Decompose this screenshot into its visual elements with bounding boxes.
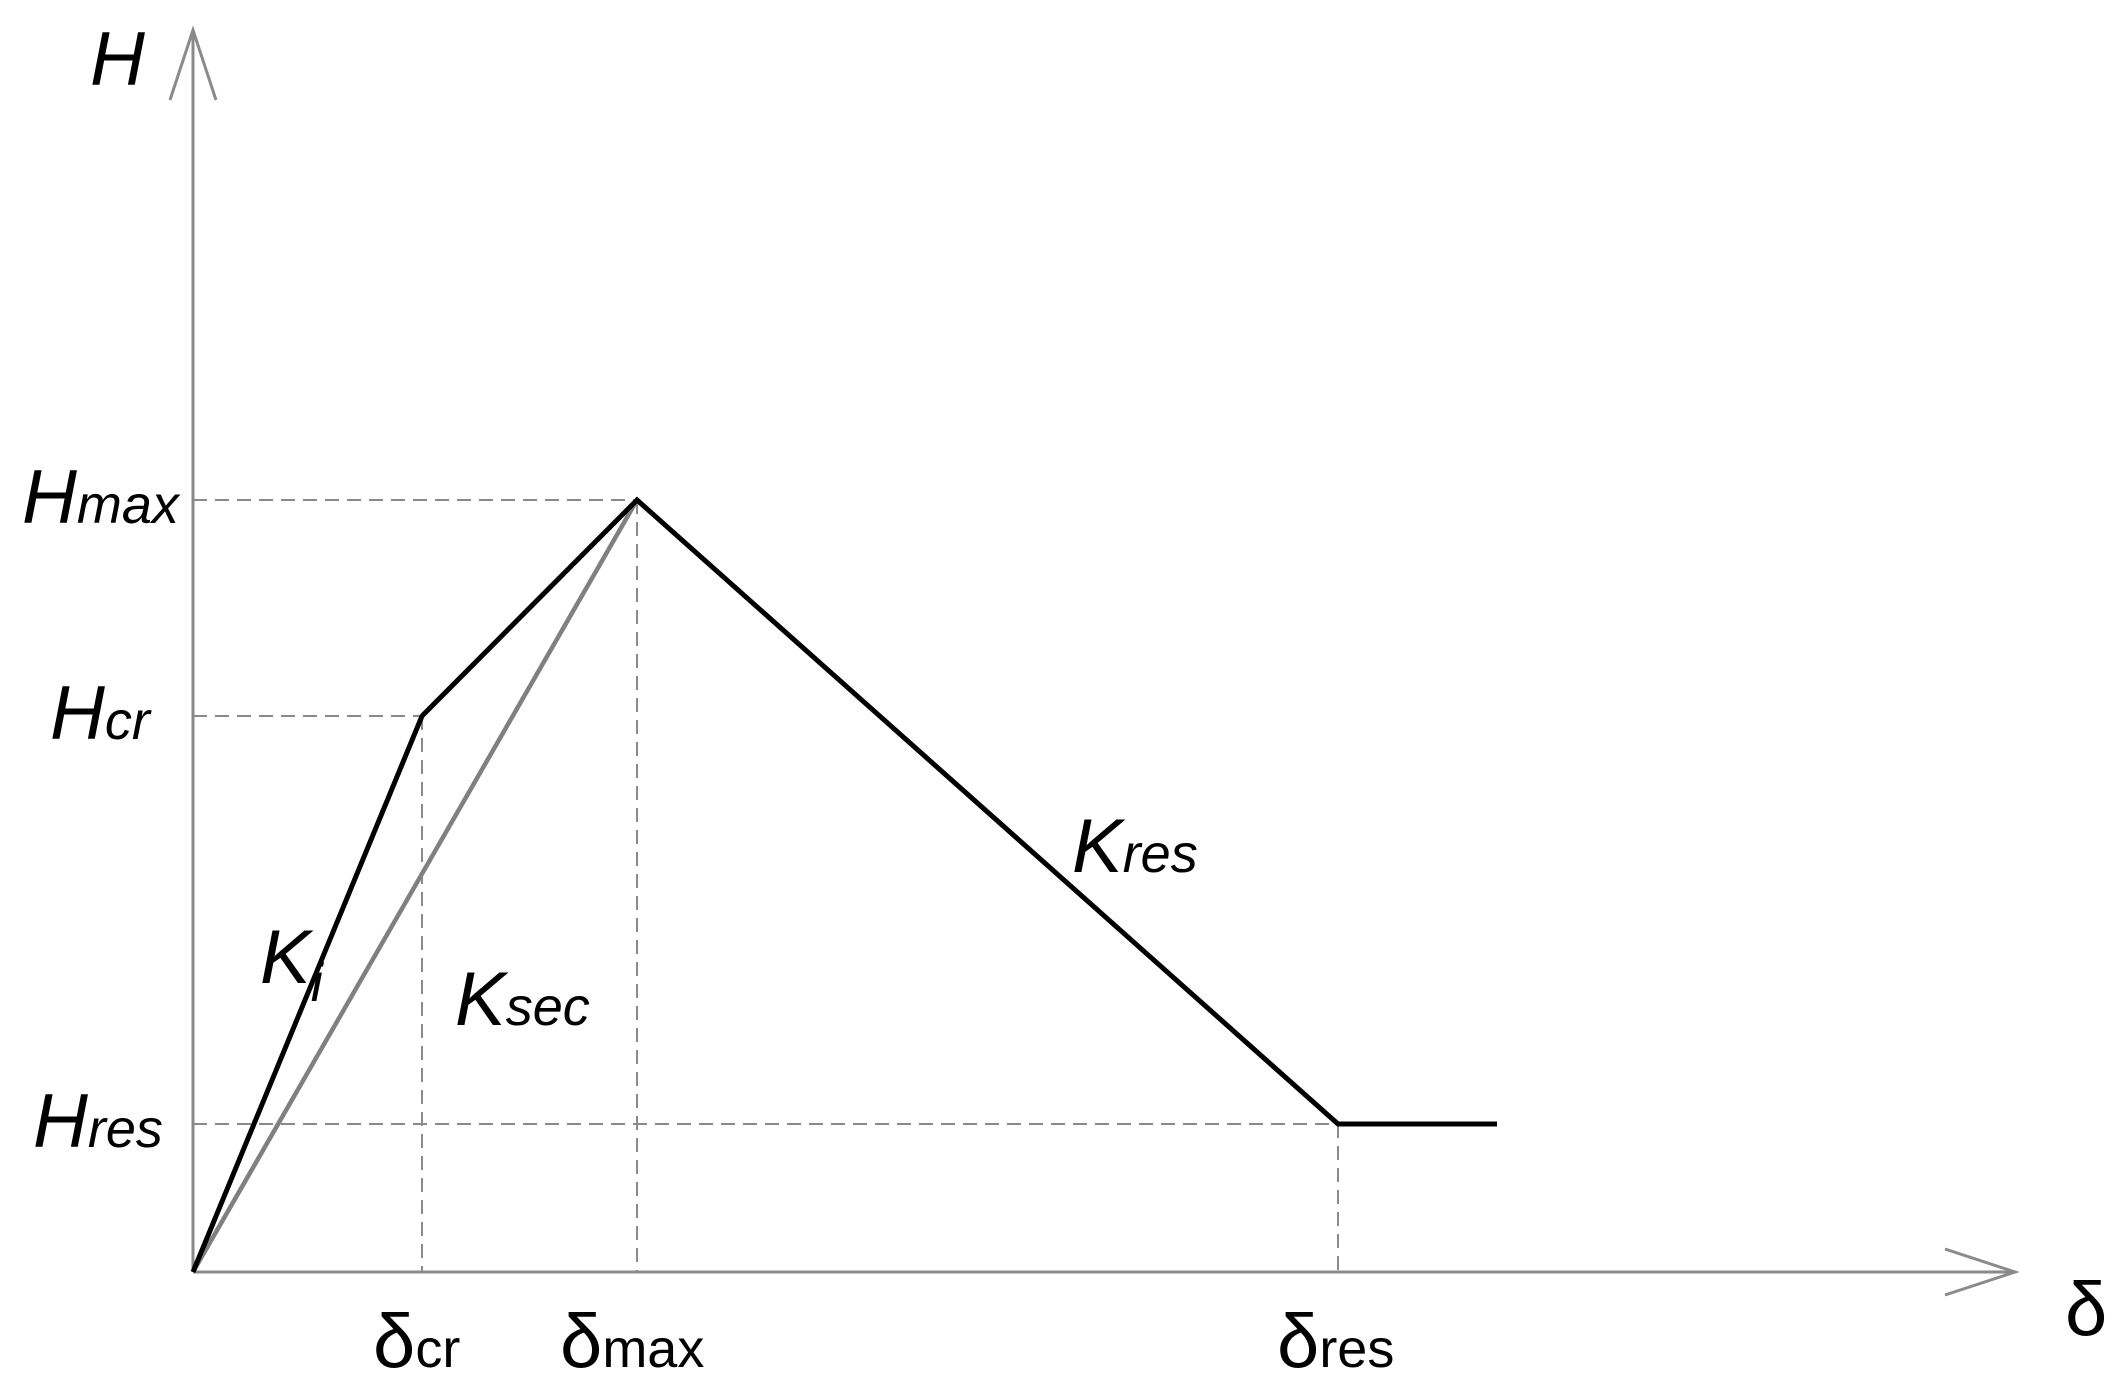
x-axis-title: δ <box>2065 1267 2107 1352</box>
k-secant-label-sub: sec <box>506 977 590 1037</box>
h-res-label-sub: res <box>88 1099 163 1159</box>
y-axis-arrowhead <box>168 25 218 101</box>
backbone-curve <box>190 496 1497 1273</box>
secant-stiffness-line <box>191 498 639 1274</box>
delta-max-label: δmax <box>560 1299 704 1384</box>
delta-cr-label-sub: cr <box>415 1319 460 1379</box>
k-initial-label-sub: i <box>311 953 325 1013</box>
h-max-label-sub: max <box>77 475 181 535</box>
h-cr-label: Hcr <box>50 671 152 756</box>
k-residual-label-base: K <box>1072 804 1126 889</box>
delta-max-label-sub: max <box>602 1319 704 1379</box>
k-initial-label: Ki <box>260 915 325 1013</box>
k-residual-label: Kres <box>1072 804 1198 889</box>
h-max-label-base: H <box>22 455 77 540</box>
delta-cr-label-base: δ <box>373 1299 415 1384</box>
k-secant-label: Ksec <box>455 957 590 1042</box>
delta-res-label-base: δ <box>1277 1299 1319 1384</box>
k-residual-label-sub: res <box>1123 824 1198 884</box>
h-cr-label-sub: cr <box>105 691 152 751</box>
delta-cr-label: δcr <box>373 1299 460 1384</box>
y-axis-title: H <box>90 17 145 102</box>
h-max-label: Hmax <box>22 455 181 540</box>
k-initial-label-base: K <box>260 915 314 1000</box>
h-cr-label-base: H <box>50 671 105 756</box>
delta-res-label-sub: res <box>1319 1319 1394 1379</box>
delta-max-label-base: δ <box>560 1299 602 1384</box>
h-res-label-base: H <box>33 1079 88 1164</box>
x-axis-arrowhead <box>1944 1247 2020 1297</box>
h-res-label: Hres <box>33 1079 163 1164</box>
k-secant-label-base: K <box>455 957 509 1042</box>
delta-res-label: δres <box>1277 1299 1394 1384</box>
